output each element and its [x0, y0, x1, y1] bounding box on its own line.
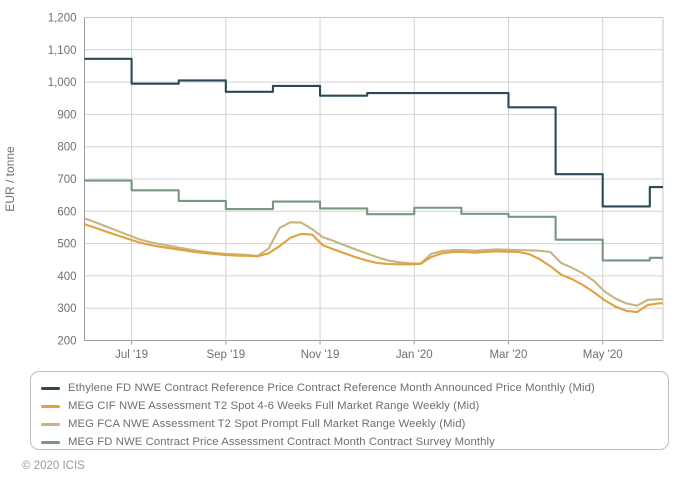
legend-item-meg-fca: MEG FCA NWE Assessment T2 Spot Prompt Fu…: [41, 415, 668, 433]
series-line-2: [84, 217, 663, 307]
price-chart: 200 300 400 500 600 700 800 900 1,000 1,100 1,200 J…: [3, 13, 664, 362]
x-tick-label: Nov '19: [301, 349, 340, 361]
legend-item-meg-cif: MEG CIF NWE Assessment T2 Spot 4-6 Weeks…: [41, 397, 668, 415]
copyright-text: © 2020 ICIS: [22, 460, 85, 472]
legend-line-swatch: [41, 422, 60, 426]
series-line-3: [84, 179, 663, 262]
legend-item-label: MEG CIF NWE Assessment T2 Spot 4-6 Weeks…: [68, 400, 480, 412]
x-tick-label: Sep '19: [206, 349, 245, 361]
y-tick-label: 200: [57, 336, 76, 348]
legend-line-swatch: [41, 404, 60, 408]
y-tick-label: 1,000: [48, 77, 77, 89]
legend-line-swatch: [41, 386, 60, 390]
x-tick-label: Jul '19: [115, 349, 148, 361]
series-lines: [84, 57, 663, 314]
legend-item-label: MEG FD NWE Contract Price Assessment Con…: [68, 436, 495, 448]
y-tick-label: 1,100: [48, 45, 77, 57]
x-tick-label: Mar '20: [489, 349, 527, 361]
gridlines: [84, 17, 664, 345]
y-tick-label: 700: [57, 174, 76, 186]
y-tick-label: 600: [57, 206, 76, 218]
series-line-1: [84, 223, 663, 314]
x-tick-label: Jan '20: [396, 349, 433, 361]
legend-item-meg-fd: MEG FD NWE Contract Price Assessment Con…: [41, 433, 668, 451]
y-tick-label: 400: [57, 271, 76, 283]
y-axis-title: EUR / tonne: [3, 146, 17, 212]
legend-item-label: Ethylene FD NWE Contract Reference Price…: [68, 382, 595, 394]
y-tick-label: 300: [57, 303, 76, 315]
y-tick-label: 500: [57, 239, 76, 251]
y-tick-label: 800: [57, 142, 76, 154]
series-line-0: [84, 57, 663, 208]
legend-line-swatch: [41, 440, 60, 444]
y-tick-label: 1,200: [48, 13, 77, 25]
y-tick-label: 900: [57, 109, 76, 121]
chart-legend: Ethylene FD NWE Contract Reference Price…: [30, 371, 669, 450]
legend-item-ethylene-fd: Ethylene FD NWE Contract Reference Price…: [41, 379, 668, 397]
legend-item-label: MEG FCA NWE Assessment T2 Spot Prompt Fu…: [68, 418, 466, 430]
axis-labels: 200 300 400 500 600 700 800 900 1,000 1,100 1,200 J…: [3, 13, 623, 362]
x-tick-label: May '20: [583, 349, 623, 361]
